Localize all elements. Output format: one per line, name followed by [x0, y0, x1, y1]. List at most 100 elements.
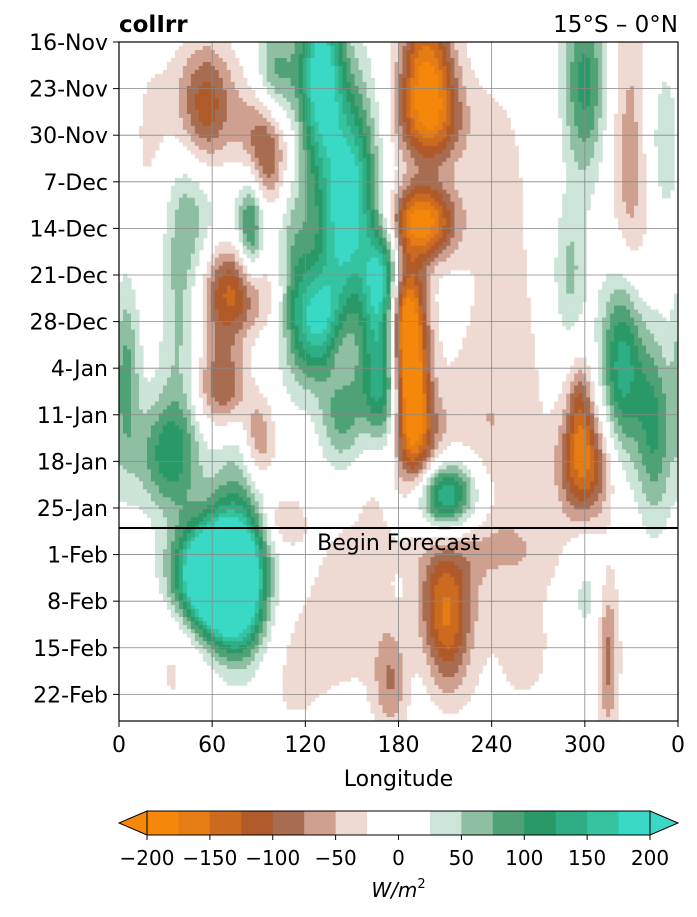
heatmap-cell: [366, 205, 372, 211]
heatmap-cell: [178, 233, 184, 239]
heatmap-cell: [562, 217, 567, 223]
heatmap-cell: [306, 89, 312, 95]
heatmap-cell: [154, 113, 160, 119]
heatmap-cell: [366, 213, 372, 219]
heatmap-cell: [254, 105, 260, 111]
heatmap-cell: [226, 137, 232, 143]
heatmap-cell: [630, 161, 635, 167]
plot-area: Begin Forecast: [118, 41, 679, 722]
heatmap-cell: [442, 221, 448, 227]
heatmap-cell: [310, 157, 316, 163]
heatmap-cell: [442, 121, 448, 127]
heatmap-cell: [414, 189, 420, 195]
heatmap-cell: [238, 205, 244, 211]
heatmap-cell: [266, 185, 272, 191]
heatmap-cell: [434, 193, 440, 199]
heatmap-cell: [622, 233, 627, 239]
heatmap-cell: [406, 133, 412, 139]
heatmap-cell: [478, 137, 483, 143]
heatmap-cell: [326, 221, 332, 227]
heatmap-cell: [326, 121, 332, 127]
heatmap-cell: [446, 185, 451, 191]
heatmap-cell: [418, 185, 424, 191]
heatmap-cell: [590, 97, 595, 103]
heatmap-cell: [346, 209, 352, 215]
heatmap-cell: [210, 49, 216, 55]
heatmap-cell: [630, 42, 635, 47]
heatmap-cell: [618, 45, 623, 51]
heatmap-cell: [478, 181, 483, 187]
heatmap-cell: [566, 213, 571, 219]
heatmap-cell: [514, 221, 519, 227]
heatmap-cell: [282, 89, 288, 95]
heatmap-cell: [350, 137, 356, 143]
heatmap-cell: [338, 197, 344, 203]
heatmap-cell: [274, 77, 280, 83]
heatmap-cell: [430, 125, 436, 131]
heatmap-cell: [446, 77, 451, 83]
heatmap-cell: [458, 157, 463, 163]
heatmap-cell: [618, 149, 623, 155]
heatmap-cell: [186, 197, 192, 203]
heatmap-cell: [310, 153, 316, 159]
heatmap-cell: [170, 253, 176, 259]
heatmap-cell: [614, 133, 619, 139]
heatmap-cell: [626, 89, 631, 95]
heatmap-cell: [366, 197, 372, 203]
heatmap-cell: [510, 201, 515, 207]
heatmap-cell: [370, 173, 376, 179]
heatmap-cell: [394, 229, 400, 235]
heatmap-cell: [286, 53, 292, 59]
heatmap-cell: [486, 105, 491, 111]
heatmap-cell: [430, 241, 436, 247]
heatmap-cell: [490, 169, 495, 175]
heatmap-cell: [434, 73, 440, 79]
heatmap-cell: [414, 205, 420, 211]
heatmap-cell: [494, 197, 499, 203]
heatmap-cell: [346, 221, 352, 227]
heatmap-cell: [330, 129, 336, 135]
heatmap-cell: [634, 105, 639, 111]
heatmap-cell: [318, 93, 324, 99]
heatmap-cell: [426, 121, 432, 127]
heatmap-cell: [434, 249, 440, 255]
heatmap-cell: [666, 177, 671, 183]
heatmap-cell: [498, 133, 503, 139]
heatmap-cell: [390, 65, 396, 71]
heatmap-cell: [506, 141, 511, 147]
heatmap-cell: [250, 141, 256, 147]
heatmap-cell: [338, 121, 344, 127]
heatmap-cell: [310, 121, 316, 127]
heatmap-cell: [322, 233, 328, 239]
heatmap-cell: [174, 65, 180, 71]
heatmap-cell: [186, 241, 192, 247]
heatmap-cell: [614, 149, 619, 155]
heatmap-cell: [322, 245, 328, 251]
heatmap-cell: [346, 69, 352, 75]
heatmap-cell: [498, 105, 503, 111]
heatmap-cell: [154, 73, 160, 79]
heatmap-cell: [178, 221, 184, 227]
heatmap-cell: [434, 101, 440, 107]
heatmap-cell: [286, 201, 292, 207]
heatmap-cell: [566, 197, 571, 203]
heatmap-cell: [326, 153, 332, 159]
heatmap-cell: [450, 229, 455, 235]
heatmap-cell: [422, 113, 428, 119]
heatmap-cell: [402, 149, 408, 155]
heatmap-cell: [510, 229, 515, 235]
heatmap-cell: [438, 161, 444, 167]
heatmap-cell: [406, 249, 412, 255]
heatmap-cell: [266, 197, 272, 203]
heatmap-cell: [598, 125, 603, 131]
heatmap-cell: [358, 77, 364, 83]
heatmap-cell: [594, 73, 599, 79]
heatmap-cell: [398, 193, 404, 199]
heatmap-cell: [366, 65, 372, 71]
heatmap-cell: [486, 237, 491, 243]
heatmap-cell: [350, 157, 356, 163]
heatmap-cell: [286, 113, 292, 119]
heatmap-cell: [194, 189, 200, 195]
heatmap-cell: [254, 197, 260, 203]
heatmap-cell: [234, 81, 240, 87]
